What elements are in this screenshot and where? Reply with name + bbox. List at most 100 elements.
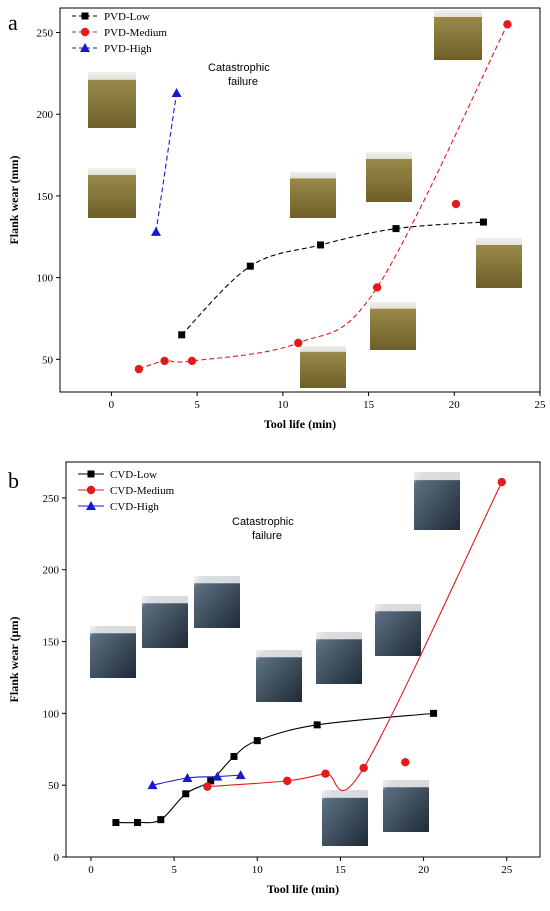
- legend-label: CVD-High: [110, 501, 159, 513]
- data-point: [313, 721, 321, 729]
- series-pvd-low: [178, 218, 487, 339]
- legend: CVD-Low CVD-Medium CVD-High: [78, 469, 175, 513]
- micrograph-inset: [90, 626, 136, 678]
- y-tick-label: 100: [37, 273, 54, 285]
- data-point: [321, 769, 330, 778]
- series-cvd-low: [112, 709, 438, 827]
- y-tick-label: 150: [37, 191, 54, 203]
- micrograph-inset: [316, 632, 362, 684]
- data-point: [294, 338, 303, 348]
- legend-marker: [86, 501, 96, 510]
- x-axis-title: Tool life (min): [267, 882, 339, 896]
- x-tick-label: 10: [277, 399, 289, 411]
- data-point: [479, 218, 487, 226]
- x-tick-label: 15: [335, 864, 347, 876]
- legend-label: PVD-High: [104, 43, 152, 55]
- legend-label: PVD-Low: [104, 11, 150, 23]
- y-tick-label: 200: [43, 565, 60, 577]
- data-point: [253, 737, 261, 745]
- data-point: [178, 331, 186, 339]
- data-point: [212, 771, 223, 781]
- y-tick-label: 250: [43, 493, 60, 505]
- micrograph-inset: [366, 152, 412, 202]
- data-point: [160, 356, 169, 366]
- data-point: [171, 87, 182, 97]
- x-tick-label: 0: [88, 864, 94, 876]
- data-point: [134, 364, 144, 374]
- annotation-text: Catastrophic failure: [232, 516, 294, 542]
- x-tick-label: 15: [363, 399, 375, 411]
- data-point: [430, 709, 438, 717]
- micrograph-inset: [88, 168, 136, 218]
- data-point: [451, 199, 461, 209]
- micrograph-inset: [300, 346, 346, 388]
- plot-frame: [59, 7, 541, 393]
- data-point: [235, 770, 246, 780]
- micrograph-inset: [375, 604, 421, 656]
- micrograph-inset: [476, 238, 522, 288]
- series-cvd-high: [147, 770, 246, 790]
- legend-marker: [81, 12, 89, 20]
- data-point: [203, 782, 212, 791]
- legend-marker: [86, 485, 96, 495]
- series-line: [152, 774, 241, 786]
- data-point: [401, 758, 410, 767]
- y-tick-label: 0: [54, 852, 60, 864]
- data-point: [112, 819, 120, 827]
- x-axis-title: Tool life (min): [264, 417, 336, 431]
- micrograph-inset: [194, 576, 240, 628]
- micrograph-inset: [142, 596, 188, 648]
- data-point: [246, 262, 254, 270]
- data-point: [392, 225, 400, 233]
- series-line: [155, 92, 178, 232]
- series-line: [207, 481, 503, 792]
- y-tick-label: 250: [37, 28, 54, 40]
- data-point: [207, 777, 215, 785]
- panel-label: b: [8, 468, 19, 493]
- y-tick-label: 200: [37, 109, 54, 121]
- legend-marker: [87, 470, 95, 478]
- micrograph-inset: [414, 472, 460, 530]
- data-point: [230, 752, 238, 760]
- x-tick-label: 25: [501, 864, 513, 876]
- series-pvd-high: [151, 87, 182, 236]
- y-tick-label: 50: [42, 354, 54, 366]
- micrograph-inset: [290, 172, 336, 218]
- data-point: [182, 773, 193, 782]
- x-tick-label: 10: [252, 864, 264, 876]
- legend: PVD-Low PVD-Medium PVD-High: [72, 11, 167, 55]
- y-axis-title: Flank wear (mm): [7, 155, 21, 244]
- micrograph-inset: [88, 72, 136, 128]
- legend-label: CVD-Medium: [110, 485, 175, 497]
- legend-marker: [80, 27, 90, 37]
- x-tick-label: 5: [194, 399, 200, 411]
- legend-label: PVD-Medium: [104, 27, 167, 39]
- data-point: [187, 356, 197, 366]
- data-point: [147, 780, 158, 790]
- x-tick-label: 0: [109, 399, 115, 411]
- y-tick-label: 150: [43, 637, 60, 649]
- data-point: [157, 816, 165, 824]
- legend-marker: [80, 43, 90, 52]
- panel-a: 0 5 10 15 20 25 50 100 150 200 250 Tool life (min) F…: [7, 7, 547, 431]
- series-pvd-medium: [134, 20, 512, 374]
- y-tick-label: 100: [43, 708, 60, 720]
- y-tick-label: 50: [48, 780, 60, 792]
- micrograph-inset: [256, 650, 302, 702]
- micrograph-inset: [434, 10, 482, 60]
- micrograph-inset: [383, 780, 429, 832]
- data-point: [134, 819, 142, 827]
- micrograph-inset: [370, 302, 416, 350]
- x-tick-label: 20: [418, 864, 430, 876]
- data-point: [283, 776, 292, 786]
- series-line: [181, 221, 484, 336]
- annotation-text: Catastrophic failure: [208, 62, 270, 88]
- panel-label: a: [8, 10, 18, 35]
- x-tick-label: 25: [535, 399, 547, 411]
- data-point: [151, 226, 161, 236]
- data-point: [359, 763, 368, 773]
- x-tick-label: 5: [171, 864, 177, 876]
- data-point: [372, 283, 382, 292]
